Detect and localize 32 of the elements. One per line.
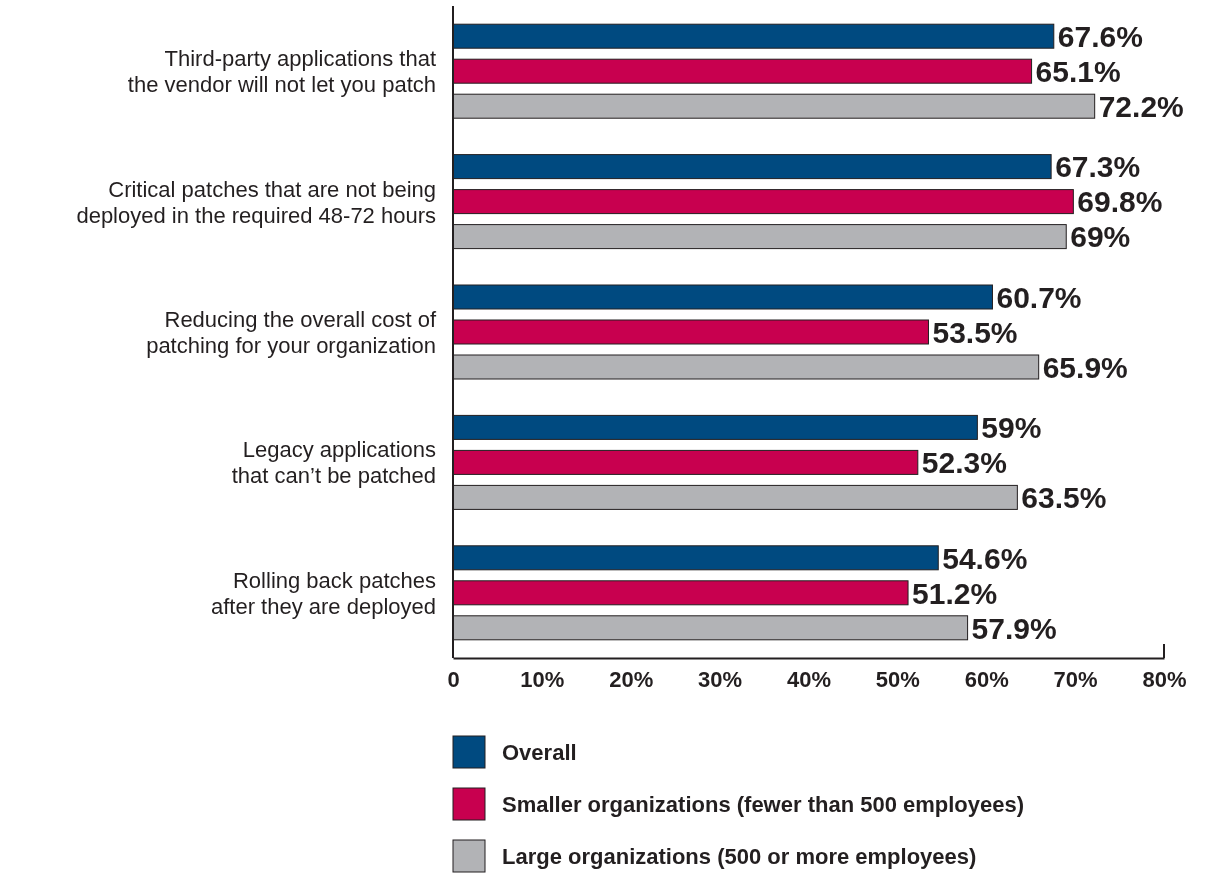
x-tick-label: 70% bbox=[1053, 667, 1098, 693]
data-label: 54.6% bbox=[942, 541, 1028, 575]
legend-label: Large organizations (500 or more employees) bbox=[502, 843, 977, 869]
data-label: 52.3% bbox=[921, 446, 1007, 480]
data-label: 63.5% bbox=[1021, 481, 1107, 515]
data-label: 53.5% bbox=[932, 315, 1018, 349]
x-tick-label: 40% bbox=[786, 667, 832, 693]
data-label: 69.8% bbox=[1077, 185, 1163, 219]
data-label: 67.3% bbox=[1055, 150, 1141, 184]
data-label: 51.2% bbox=[912, 576, 998, 610]
y-tick-label: Legacy applications that can’t be patched bbox=[231, 437, 436, 489]
y-tick-label: Reducing the overall cost of patching for your organization bbox=[146, 307, 437, 358]
data-label: 67.6% bbox=[1057, 20, 1143, 53]
x-tick-label: 30% bbox=[698, 667, 743, 693]
y-tick-label: Critical patches that are not being deployed in the required 48-72 hours bbox=[76, 176, 436, 228]
legend-label: Overall bbox=[502, 739, 577, 765]
y-tick-label: Third-party applications that the vendor will not let you patch bbox=[127, 46, 436, 98]
data-label: 72.2% bbox=[1098, 90, 1184, 123]
x-tick-label: 50% bbox=[875, 667, 920, 693]
x-tick-label: 0 bbox=[447, 667, 460, 693]
data-label: 57.9% bbox=[971, 611, 1057, 645]
x-tick-label: 60% bbox=[964, 667, 1009, 693]
data-label: 59% bbox=[981, 411, 1042, 445]
data-label: 69% bbox=[1070, 220, 1131, 254]
data-label: 65.9% bbox=[1042, 350, 1128, 384]
x-tick-label: 10% bbox=[520, 667, 565, 693]
y-tick-label: Rolling back patches after they are deployed bbox=[210, 567, 436, 619]
x-tick-label: 20% bbox=[609, 667, 654, 693]
x-tick-label: 80% bbox=[1142, 667, 1187, 693]
data-label: 65.1% bbox=[1035, 55, 1121, 88]
legend-label: Smaller organizations (fewer than 500 employees) bbox=[502, 791, 1025, 817]
data-label: 60.7% bbox=[996, 280, 1082, 314]
